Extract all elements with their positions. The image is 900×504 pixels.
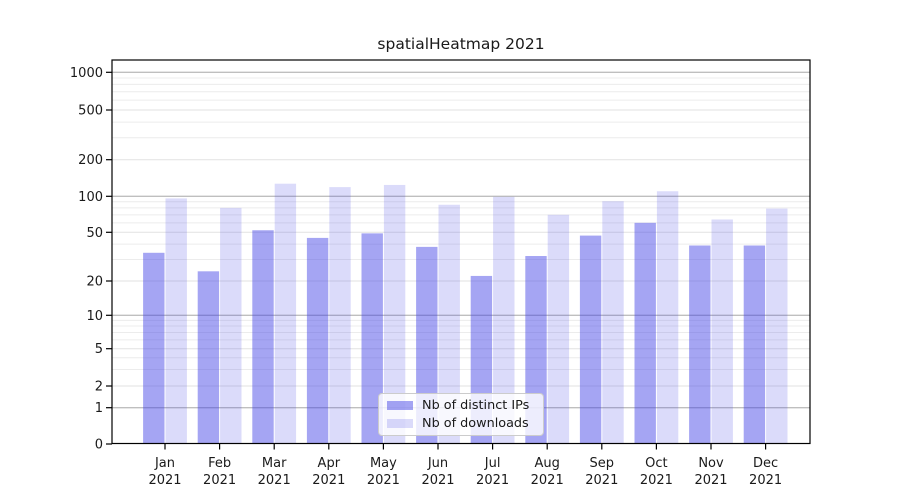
legend-row-downloads: Nb of downloads [387, 416, 535, 431]
bar-downloads [547, 214, 570, 444]
x-tick-label-year: 2021 [694, 473, 727, 488]
y-tick-label: 2 [95, 380, 103, 395]
axes [111, 59, 811, 445]
bar-downloads [383, 184, 406, 444]
bar-downloads [711, 219, 733, 444]
x-tick-label-month: Apr [318, 456, 341, 471]
bar-distinct-ips [579, 235, 602, 444]
bar-downloads [493, 196, 515, 444]
bar-downloads [220, 207, 242, 444]
y-tick-label: 1 [95, 401, 103, 416]
x-tick-label-year: 2021 [531, 473, 564, 488]
tick-labels: 10005002001005020105210Jan2021Feb2021Mar… [70, 66, 782, 488]
bar-distinct-ips [306, 237, 329, 444]
x-tick-label-month: Mar [262, 456, 287, 471]
legend-row-distinct-ips: Nb of distinct IPs [387, 398, 535, 413]
bar-downloads [656, 191, 679, 444]
legend-swatch-downloads [387, 419, 413, 428]
plot-border [111, 59, 811, 445]
bar-distinct-ips [634, 222, 656, 444]
y-tick-label: 20 [86, 275, 103, 290]
bar-distinct-ips [197, 271, 220, 444]
chart-title: spatialHeatmap 2021 [377, 35, 545, 53]
x-tick-label-month: Jun [427, 456, 448, 471]
x-tick-label-month: Jul [484, 456, 501, 471]
bar-distinct-ips [361, 233, 383, 444]
bar-downloads [165, 198, 187, 444]
x-tick-label-year: 2021 [476, 473, 509, 488]
x-tick-label-month: Nov [698, 456, 724, 471]
x-tick-label-year: 2021 [312, 473, 345, 488]
x-tick-label-year: 2021 [749, 473, 782, 488]
legend-swatch-distinct-ips [387, 401, 413, 410]
y-tick-label: 100 [78, 190, 103, 205]
bar-downloads [274, 183, 297, 444]
bar-distinct-ips [743, 245, 766, 444]
bar-distinct-ips [143, 252, 165, 444]
x-tick-label-year: 2021 [148, 473, 181, 488]
bar-downloads [602, 201, 624, 444]
y-tick-label: 0 [95, 438, 103, 453]
x-tick-label-year: 2021 [640, 473, 673, 488]
x-tick-label-month: Sep [590, 456, 615, 471]
bar-downloads [329, 187, 351, 444]
y-tick-label: 200 [78, 153, 103, 168]
y-tick-label: 1000 [70, 66, 103, 81]
bar-downloads [438, 204, 460, 444]
bar-downloads [766, 208, 788, 444]
x-tick-label-month: Dec [753, 456, 778, 471]
y-tick-label: 10 [86, 309, 103, 324]
y-tick-label: 500 [78, 104, 103, 119]
x-tick-label-year: 2021 [203, 473, 236, 488]
legend-label-downloads: Nb of downloads [422, 416, 529, 431]
x-tick-label-month: Aug [535, 456, 560, 471]
y-tick-label: 50 [86, 226, 103, 241]
x-tick-label-month: Jan [154, 456, 175, 471]
bar-distinct-ips [252, 230, 274, 444]
tick-marks [106, 71, 767, 450]
x-tick-label-month: May [370, 456, 397, 471]
bar-distinct-ips [689, 245, 711, 444]
y-tick-label: 5 [95, 342, 103, 357]
legend-label-distinct-ips: Nb of distinct IPs [422, 398, 530, 413]
x-tick-label-month: Oct [645, 456, 667, 471]
x-tick-label-month: Feb [208, 456, 231, 471]
x-tick-label-year: 2021 [421, 473, 454, 488]
bars [143, 183, 788, 444]
x-tick-label-year: 2021 [367, 473, 400, 488]
x-tick-label-year: 2021 [258, 473, 291, 488]
legend: Nb of distinct IPs Nb of downloads [378, 393, 544, 436]
x-tick-label-year: 2021 [585, 473, 618, 488]
